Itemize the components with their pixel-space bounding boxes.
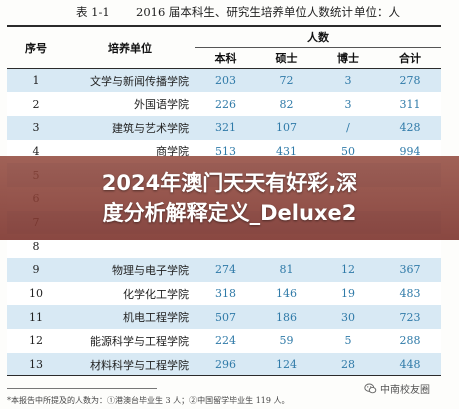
row-index: 1 — [32, 74, 40, 88]
table-title: 2016 届本科生、研究生培养单位人数统计 — [136, 5, 353, 19]
header-total: 合计 — [399, 52, 421, 65]
row-doctor: 30 — [341, 310, 355, 324]
table-row: 8 — [7, 234, 441, 258]
table-row: 11 机电工程学院 507 186 30 723 — [7, 305, 441, 330]
row-bachelor: 513 — [215, 144, 236, 158]
row-bachelor: 226 — [215, 97, 236, 111]
row-index: 8 — [32, 239, 40, 253]
table-header: 序号 培养单位 人数 本科 硕士 博士 合计 — [7, 26, 441, 69]
table-bottom-rule — [7, 375, 441, 376]
row-total: 428 — [399, 121, 421, 135]
row-master: 82 — [279, 97, 294, 111]
row-bachelor: 318 — [215, 287, 236, 301]
row-master: 146 — [276, 287, 297, 301]
row-doctor: 28 — [341, 358, 355, 372]
row-doctor: 50 — [341, 144, 355, 158]
banner-line-1: 2024年澳门天天有好彩,深 — [101, 171, 358, 195]
watermark-text: 中南校友圈 — [380, 384, 430, 396]
row-master: 431 — [276, 144, 297, 158]
header-people: 人数 — [195, 26, 441, 48]
row-unit: 物理与电子学院 — [112, 263, 189, 277]
footnote-rule — [7, 388, 157, 389]
row-unit: 建筑与艺术学院 — [112, 121, 189, 135]
row-master: 124 — [276, 358, 297, 372]
row-bachelor: 203 — [215, 74, 236, 88]
table-caption: 表 1-1 2016 届本科生、研究生培养单位人数统计 单位：人 — [0, 4, 459, 24]
header-bachelor: 本科 — [214, 52, 237, 65]
wechat-icon — [364, 383, 377, 393]
row-index: 2 — [32, 97, 40, 111]
table-row: 9 物理与电子学院 274 81 12 367 — [7, 258, 441, 282]
table-row: 1 文学与新闻传播学院 203 72 3 278 — [7, 68, 441, 93]
row-bachelor: 507 — [215, 310, 236, 324]
row-index: 11 — [29, 310, 43, 324]
header-doctor: 博士 — [337, 52, 359, 65]
row-bachelor: 274 — [215, 263, 236, 277]
row-total: 367 — [399, 263, 421, 277]
row-index: 3 — [32, 121, 40, 135]
table-row: 3 建筑与艺术学院 321 107 / 428 — [7, 115, 441, 140]
table-row: 10 化学化工学院 318 146 19 483 — [7, 281, 441, 306]
row-total: 483 — [399, 287, 421, 301]
row-master: 107 — [276, 121, 297, 135]
row-total: 278 — [399, 74, 421, 88]
row-doctor: / — [346, 121, 350, 135]
row-master: 59 — [279, 334, 294, 348]
table-row: 13 材料科学与工程学院 296 124 28 448 — [7, 352, 441, 377]
row-doctor: 19 — [341, 287, 355, 301]
row-total: 723 — [399, 310, 421, 324]
header-unit: 培养单位 — [108, 41, 152, 55]
row-master: 81 — [279, 263, 294, 277]
row-index: 9 — [32, 263, 40, 277]
table-row: 2 外国语学院 226 82 3 311 — [7, 92, 441, 116]
row-unit: 化学化工学院 — [123, 287, 189, 301]
row-unit: 外国语学院 — [134, 98, 189, 112]
row-doctor: 3 — [344, 74, 352, 88]
overlay-banner: 2024年澳门天天有好彩,深 度分析解释定义_Deluxe2 — [0, 156, 459, 240]
table-unit: 单位：人 — [354, 5, 400, 19]
row-bachelor: 296 — [215, 358, 236, 372]
row-index: 13 — [29, 358, 43, 372]
row-total: 288 — [399, 334, 421, 348]
row-doctor: 12 — [341, 263, 355, 277]
row-bachelor: 321 — [215, 121, 236, 135]
row-bachelor: 224 — [215, 334, 236, 348]
row-unit: 机电工程学院 — [123, 311, 189, 325]
footnote: *本报告中所提及的人数为：①港澳台毕业生 3 人；②中国留学毕业生 119 人。 — [7, 396, 290, 405]
banner-line-2: 度分析解释定义_Deluxe2 — [102, 201, 357, 225]
row-doctor: 3 — [344, 97, 352, 111]
watermark: 中南校友圈 — [364, 380, 430, 396]
row-doctor: 5 — [344, 334, 352, 348]
row-unit: 能源科学与工程学院 — [90, 334, 189, 348]
row-unit: 商学院 — [156, 145, 189, 159]
row-index: 10 — [29, 287, 43, 301]
row-unit: 文学与新闻传播学院 — [90, 74, 189, 88]
header-master: 硕士 — [275, 52, 298, 65]
row-total: 994 — [399, 144, 421, 158]
row-index: 4 — [32, 144, 40, 158]
table-row: 12 能源科学与工程学院 224 59 5 288 — [7, 329, 441, 353]
row-unit: 材料科学与工程学院 — [90, 358, 189, 372]
row-total: 311 — [399, 97, 421, 111]
row-master: 186 — [276, 310, 297, 324]
row-total: 448 — [399, 358, 421, 372]
row-index: 12 — [29, 334, 43, 348]
row-master: 72 — [279, 74, 294, 88]
table-number: 表 1-1 — [76, 5, 110, 19]
header-index: 序号 — [25, 41, 47, 55]
